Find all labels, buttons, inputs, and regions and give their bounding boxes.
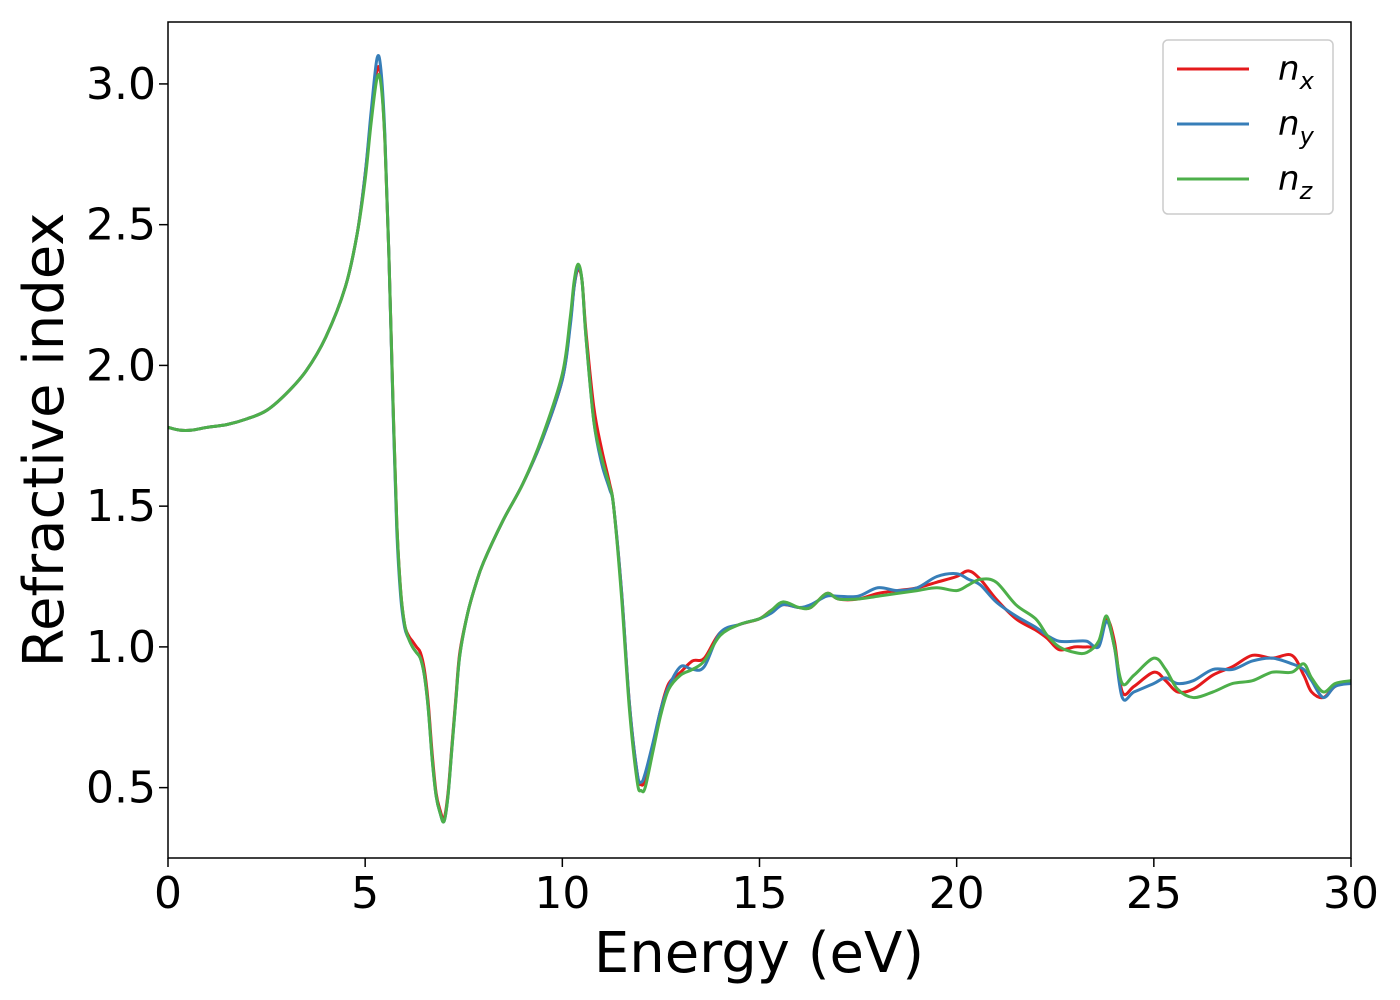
- x-tick-label: 0: [154, 868, 182, 919]
- x-tick-label: 15: [732, 868, 788, 919]
- legend-frame: [1162, 39, 1334, 215]
- y-tick-label: 2.0: [86, 340, 156, 391]
- x-tick-label: 20: [929, 868, 985, 919]
- y-tick-label: 1.0: [86, 622, 156, 673]
- series-line-nz: [168, 72, 1351, 824]
- y-tick-label: 1.5: [86, 481, 156, 532]
- y-tick-label: 2.5: [86, 200, 156, 251]
- y-tick-label: 0.5: [86, 763, 156, 814]
- x-tick-label: 10: [534, 868, 590, 919]
- series-layer: [168, 54, 1351, 824]
- x-tick-label: 30: [1323, 868, 1379, 919]
- x-axis-label: Energy (eV): [594, 921, 924, 986]
- x-axis-ticks: 0 5 10 15 20 25 30: [154, 858, 1379, 919]
- y-axis-ticks: 0.5 1.0 1.5 2.0 2.5 3.0: [86, 59, 168, 814]
- x-tick-label: 5: [351, 868, 379, 919]
- y-tick-label: 3.0: [86, 59, 156, 110]
- y-axis-label: Refractive index: [12, 213, 77, 668]
- x-tick-label: 25: [1126, 868, 1182, 919]
